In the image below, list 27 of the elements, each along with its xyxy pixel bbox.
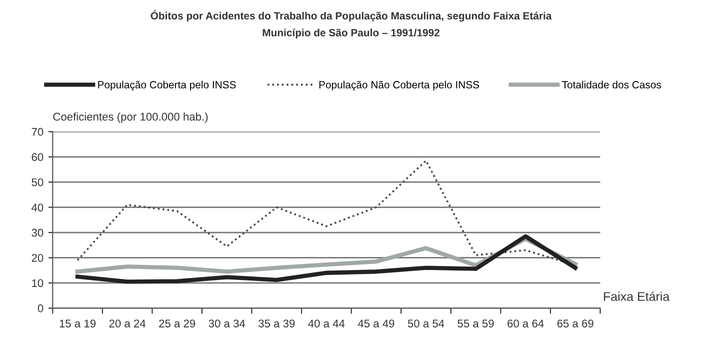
chart-subtitle: Município de São Paulo – 1991/1992	[262, 28, 440, 38]
y-tick-label: 50	[32, 178, 44, 186]
x-tick-label: 25 a 29	[159, 320, 196, 328]
y-tick-label: 40	[32, 204, 44, 212]
y-tick-label: 70	[32, 128, 44, 136]
x-tick-label: 55 a 59	[458, 320, 494, 328]
legend-label: População Coberta pelo INSS	[98, 80, 236, 91]
y-tick-label: 10	[32, 279, 44, 288]
legend-label: População Não Coberta pelo INSS	[319, 80, 480, 91]
x-tick-label: 65 a 69	[557, 320, 594, 328]
y-tick-label: 0	[38, 304, 44, 312]
x-tick-label: 50 a 54	[408, 320, 444, 328]
x-tick-label: 15 a 19	[60, 320, 96, 328]
y-axis-title: Coeficientes (por 100.000 hab.)	[53, 112, 208, 123]
x-tick-label: 30 a 34	[208, 320, 246, 328]
chart-title: Óbitos por Acidentes do Trabalho da População Masculina, segundo Faixa Etária	[150, 10, 552, 22]
x-tick-label: 40 a 44	[308, 320, 345, 328]
y-tick-label: 30	[32, 228, 44, 237]
x-axis-title: Faixa Etária	[604, 292, 670, 301]
x-tick-label: 60 a 64	[508, 320, 544, 328]
x-tick-label: 35 a 39	[258, 320, 295, 328]
legend-label: Totalidade dos Casos	[562, 80, 662, 88]
x-tick-label: 20 a 24	[109, 320, 146, 328]
y-tick-label: 60	[32, 153, 44, 162]
y-tick-label: 20	[32, 254, 44, 262]
line-series	[75, 234, 578, 284]
x-tick-label: 45 a 49	[358, 320, 394, 328]
